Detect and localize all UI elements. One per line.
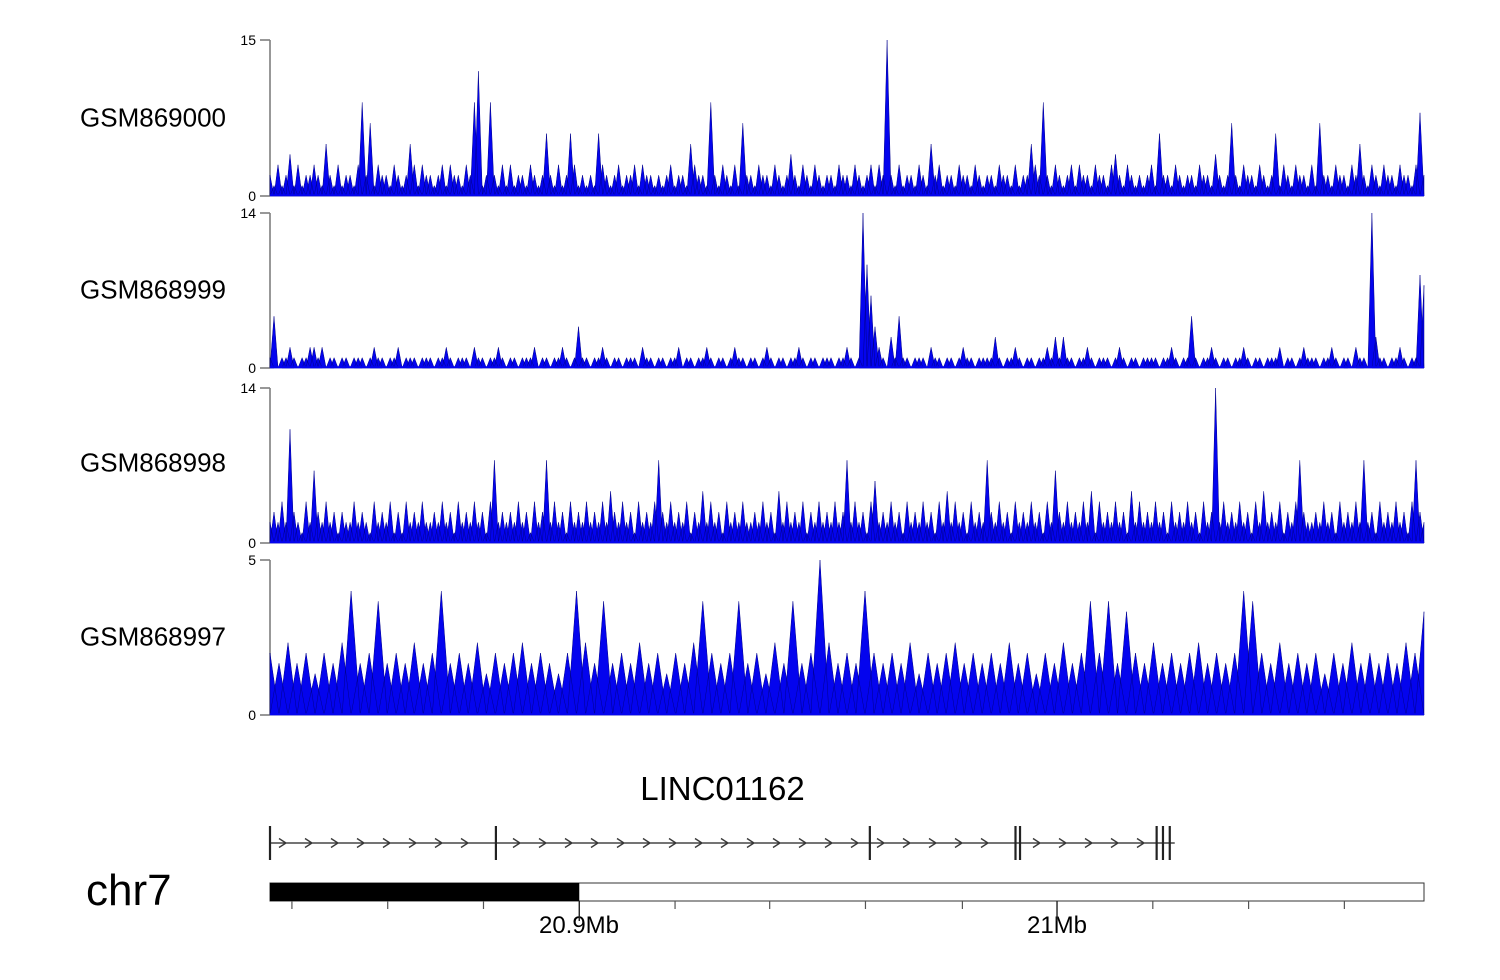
strand-arrow-icon [668, 837, 678, 849]
strand-arrow-icon [616, 837, 626, 849]
strand-arrow-icon [356, 837, 366, 849]
strand-arrow-icon [1136, 837, 1146, 849]
signal-track-gsm868999 [269, 212, 1425, 369]
track-label-gsm868998: GSM868998 [80, 447, 226, 478]
strand-arrow-icon [850, 837, 860, 849]
y-max-label-track1: 15 [240, 32, 256, 48]
gene-name-label: LINC01162 [640, 770, 805, 807]
strand-arrow-icon [564, 837, 574, 849]
strand-arrow-icon [1110, 837, 1120, 849]
y-min-label-track3: 0 [248, 535, 256, 551]
strand-arrow-icon [590, 837, 600, 849]
strand-arrow-icon [330, 837, 340, 849]
strand-arrow-icon [980, 837, 990, 849]
strand-arrow-icon [460, 837, 470, 849]
strand-arrow-icon [798, 837, 808, 849]
strand-arrow-icon [512, 837, 522, 849]
signal-track-gsm868997 [269, 559, 1425, 716]
strand-arrow-icon [928, 837, 938, 849]
strand-arrow-icon [694, 837, 704, 849]
strand-arrow-icon [434, 837, 444, 849]
chromosome-label: chr7 [86, 866, 172, 915]
strand-arrow-icon [538, 837, 548, 849]
strand-arrow-icon [746, 837, 756, 849]
y-min-label-track4: 0 [248, 707, 256, 723]
strand-arrow-icon [382, 837, 392, 849]
strand-arrow-icon [1058, 837, 1068, 849]
track-label-gsm869000: GSM869000 [80, 102, 226, 133]
strand-arrow-icon [824, 837, 834, 849]
y-max-label-track2: 14 [240, 205, 256, 221]
track-label-gsm868997: GSM868997 [80, 621, 226, 652]
strand-arrow-icon [954, 837, 964, 849]
y-min-label-track2: 0 [248, 360, 256, 376]
strand-arrow-icon [876, 837, 886, 849]
y-min-label-track1: 0 [248, 188, 256, 204]
ideogram-filled-bar [270, 883, 580, 901]
strand-arrow-icon [642, 837, 652, 849]
signal-track-gsm868998 [269, 387, 1425, 544]
strand-arrow-icon [902, 837, 912, 849]
track-label-gsm868999: GSM868999 [80, 274, 226, 305]
strand-arrow-icon [1032, 837, 1042, 849]
strand-arrow-icon [278, 837, 288, 849]
strand-arrow-icon [772, 837, 782, 849]
signal-track-gsm869000 [269, 39, 1425, 197]
y-max-label-track3: 14 [240, 380, 256, 396]
strand-arrow-icon [304, 837, 314, 849]
strand-arrow-icon [1084, 837, 1094, 849]
strand-arrow-icon [720, 837, 730, 849]
y-max-label-track4: 5 [248, 552, 256, 568]
strand-arrow-icon [408, 837, 418, 849]
